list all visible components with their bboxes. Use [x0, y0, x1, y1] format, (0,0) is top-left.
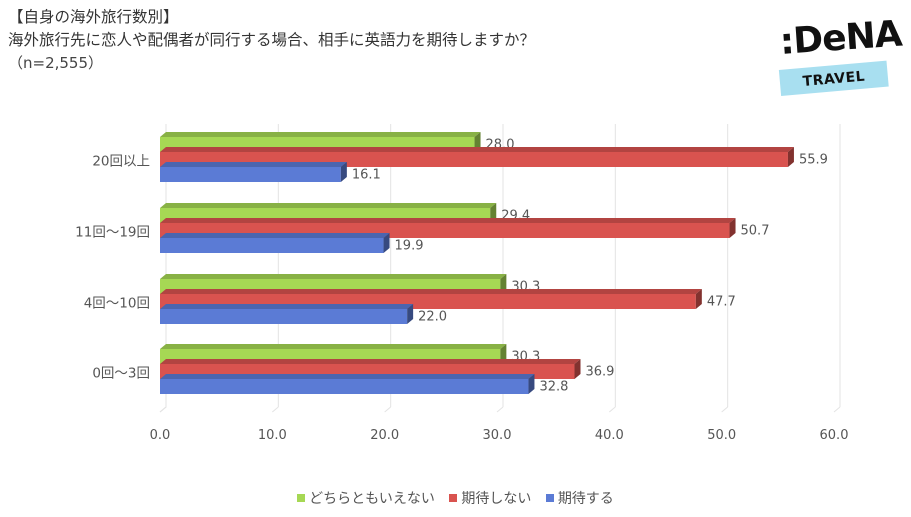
x-tick-label: 10.0 [258, 428, 287, 443]
x-tick-label: 50.0 [707, 428, 736, 443]
chart-question: 海外旅行先に恋人や配偶者が同行する場合、相手に英語力を期待しますか？ [8, 31, 536, 49]
x-tick-label: 40.0 [595, 428, 624, 443]
legend-swatch-neutral [297, 494, 306, 502]
bar-end-face [695, 289, 702, 309]
bar-end-face [729, 218, 736, 238]
category-label: 4回～10回 [84, 296, 150, 312]
legend-item-not-expect: 期待しない [449, 488, 531, 508]
legend-item-neutral: どちらともいえない [297, 488, 435, 508]
legend-swatch-not-expect [449, 494, 458, 502]
bar-top-face [160, 203, 497, 208]
gridline-floor [159, 406, 167, 413]
category-label: 20回以上 [92, 154, 150, 170]
data-label: 16.1 [352, 168, 381, 183]
legend-label-not-expect: 期待しない [461, 491, 532, 507]
legend: どちらともいえない 期待しない 期待する [0, 488, 911, 508]
bar-top-face [160, 289, 702, 294]
bar [160, 309, 408, 324]
x-tick-label: 20.0 [370, 428, 399, 443]
gridline-floor [833, 406, 841, 413]
bar-top-face [160, 218, 736, 223]
x-tick-label: 60.0 [820, 428, 849, 443]
gridline-floor [721, 406, 728, 413]
bar [160, 238, 384, 253]
bar-end-face [574, 359, 581, 379]
bar-top-face [160, 132, 481, 137]
data-label: 55.9 [799, 153, 828, 168]
bar-end-face [787, 147, 794, 167]
legend-item-expect: 期待する [545, 488, 614, 508]
gridline-floor [496, 406, 504, 413]
bar [160, 379, 529, 394]
bar-end-face [383, 233, 390, 253]
data-label: 32.8 [539, 380, 568, 395]
data-label: 36.9 [586, 365, 615, 380]
bar-top-face [160, 374, 535, 379]
chart-title-block: 【自身の海外旅行数別】 海外旅行先に恋人や配偶者が同行する場合、相手に英語力を期… [8, 6, 768, 75]
x-tick-label: 0.0 [150, 428, 171, 443]
x-tick-label: 30.0 [483, 428, 512, 443]
category-label: 11回～19回 [75, 225, 150, 241]
bar-end-face [407, 304, 414, 324]
bar-top-face [160, 147, 794, 152]
legend-swatch-expect [545, 494, 554, 502]
sample-size: （n=2,555） [8, 54, 104, 72]
data-label: 47.7 [707, 295, 736, 310]
bar-top-face [160, 359, 581, 364]
gridline-floor [609, 406, 616, 413]
chart-title: 【自身の海外旅行数別】 [8, 8, 179, 26]
gridline-floor [272, 406, 279, 413]
data-label: 22.0 [418, 310, 447, 325]
bar [160, 167, 341, 182]
data-label: 19.9 [395, 239, 424, 254]
bar-top-face [160, 233, 390, 238]
bar-top-face [160, 304, 414, 309]
legend-label-expect: 期待する [557, 491, 614, 507]
data-label: 50.7 [741, 224, 770, 239]
category-label: 0回～3回 [92, 366, 150, 382]
legend-label-neutral: どちらともいえない [309, 491, 435, 507]
bar-end-face [528, 374, 535, 394]
bar-top-face [160, 274, 507, 279]
bar-end-face [340, 162, 347, 182]
bar-top-face [160, 344, 507, 349]
gridline-floor [384, 406, 391, 413]
bar-top-face [160, 162, 347, 167]
